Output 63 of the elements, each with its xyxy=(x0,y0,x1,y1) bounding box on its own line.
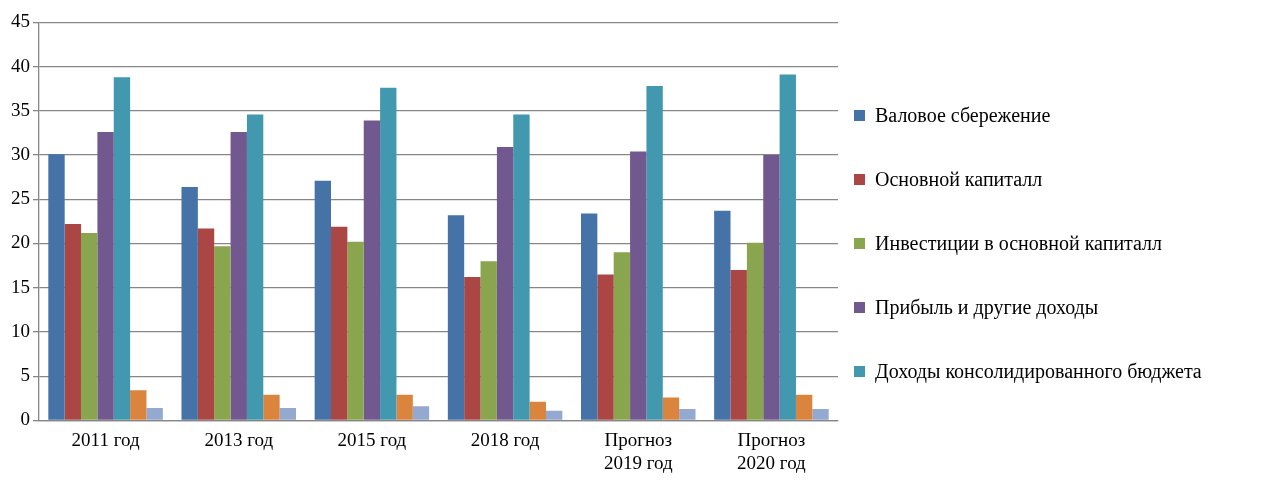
bar xyxy=(597,274,614,420)
bar xyxy=(679,408,696,420)
bar xyxy=(464,277,481,420)
y-tick-label: 0 xyxy=(20,408,30,430)
bar xyxy=(81,232,98,420)
bar xyxy=(230,132,247,420)
x-tick-label: Прогноз 2019 год xyxy=(603,428,673,473)
bar xyxy=(630,151,647,420)
bar xyxy=(412,406,430,420)
bar xyxy=(363,120,381,420)
y-tick-label: 10 xyxy=(11,319,30,341)
bar xyxy=(347,241,364,420)
bar xyxy=(545,410,563,420)
bar xyxy=(513,114,530,420)
bar xyxy=(714,210,731,420)
x-tick-label: 2013 год xyxy=(204,428,274,450)
bar xyxy=(48,154,65,420)
bar xyxy=(447,215,465,420)
bar xyxy=(181,186,198,420)
legend-label: Валовое сбережение xyxy=(875,103,1052,129)
bar xyxy=(197,228,215,420)
bar xyxy=(613,252,631,420)
legend-label: Прибыль и другие доходы xyxy=(875,295,1100,321)
bar xyxy=(130,390,147,420)
bar xyxy=(314,180,332,420)
bar xyxy=(480,261,497,420)
x-tick-label: 2011 год xyxy=(71,428,140,450)
y-tick-label: 30 xyxy=(11,143,30,165)
bar xyxy=(113,77,131,420)
y-tick-label: 15 xyxy=(11,275,30,297)
legend-label: Инвестиции в основной капиталл xyxy=(875,231,1164,257)
bar xyxy=(746,242,764,420)
y-tick-label: 35 xyxy=(11,98,30,120)
bar xyxy=(795,394,813,420)
bar xyxy=(146,408,163,420)
y-tick-label: 45 xyxy=(11,10,30,32)
bar xyxy=(396,394,413,420)
bar xyxy=(662,397,680,420)
bar xyxy=(214,246,231,420)
bar xyxy=(263,394,280,420)
bar xyxy=(246,114,264,420)
y-tick-label: 20 xyxy=(11,231,30,253)
bar xyxy=(380,87,397,420)
bar xyxy=(97,132,114,420)
x-tick-label: 2015 год xyxy=(337,428,407,450)
bar xyxy=(64,224,82,420)
x-tick-label: 2018 год xyxy=(470,428,540,450)
bar xyxy=(646,86,663,420)
bar xyxy=(331,226,348,420)
bar xyxy=(779,74,796,420)
y-tick-label: 25 xyxy=(11,187,30,209)
bar xyxy=(496,147,514,420)
bar xyxy=(580,213,598,420)
bar xyxy=(730,270,747,420)
bar xyxy=(812,408,829,420)
bar xyxy=(279,408,297,420)
y-tick-label: 40 xyxy=(11,54,30,76)
legend-label: Основной капиталл xyxy=(875,167,1044,192)
y-tick-label: 5 xyxy=(20,364,30,386)
legend-label: Доходы консолидированного бюджета xyxy=(875,359,1203,385)
x-tick-label: Прогноз 2020 год xyxy=(737,428,807,473)
bar xyxy=(529,401,546,420)
bar xyxy=(763,155,780,420)
